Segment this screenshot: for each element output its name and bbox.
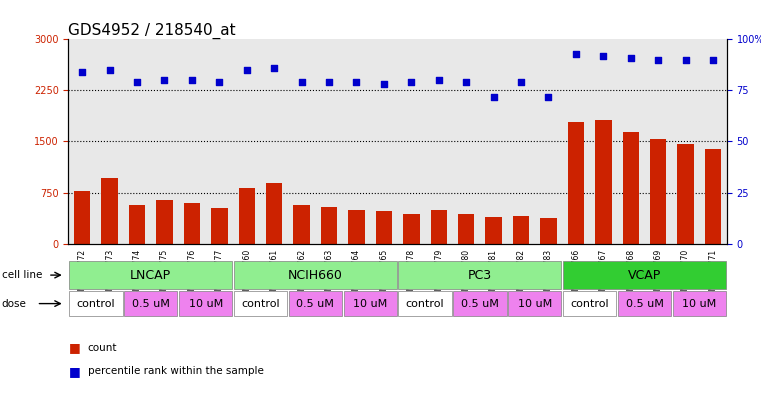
Text: PC3: PC3	[468, 268, 492, 282]
Point	[158, 77, 170, 83]
Point	[597, 53, 610, 59]
Text: 0.5 uM: 0.5 uM	[296, 299, 334, 309]
Text: percentile rank within the sample: percentile rank within the sample	[88, 366, 263, 376]
Bar	[403, 214, 419, 244]
Bar	[705, 149, 721, 244]
Bar	[321, 207, 337, 244]
Point	[433, 77, 445, 83]
Text: control: control	[77, 299, 115, 309]
Text: 10 uM: 10 uM	[517, 299, 552, 309]
Bar	[156, 200, 173, 244]
Text: control: control	[570, 299, 609, 309]
Text: 10 uM: 10 uM	[682, 299, 716, 309]
Point	[131, 79, 143, 85]
Text: 0.5 uM: 0.5 uM	[132, 299, 170, 309]
Bar	[238, 188, 255, 244]
Text: control: control	[241, 299, 280, 309]
Bar	[294, 205, 310, 244]
Bar	[129, 205, 145, 244]
Point	[652, 57, 664, 63]
Point	[295, 79, 307, 85]
Text: 10 uM: 10 uM	[189, 299, 223, 309]
Text: cell line: cell line	[2, 270, 42, 280]
Point	[268, 65, 280, 71]
Text: NCIH660: NCIH660	[288, 268, 342, 282]
Bar	[595, 120, 612, 244]
Point	[406, 79, 418, 85]
Text: count: count	[88, 343, 117, 353]
Point	[323, 79, 335, 85]
Bar	[376, 211, 392, 244]
Bar	[568, 122, 584, 244]
Bar	[183, 203, 200, 244]
Point	[186, 77, 198, 83]
Bar	[431, 209, 447, 244]
Bar	[486, 217, 501, 244]
Text: GDS4952 / 218540_at: GDS4952 / 218540_at	[68, 23, 236, 39]
Text: ■: ■	[68, 341, 80, 354]
Point	[350, 79, 362, 85]
Bar	[458, 214, 474, 244]
Point	[76, 69, 88, 75]
Point	[543, 94, 555, 100]
Bar	[513, 216, 530, 244]
Point	[103, 67, 116, 73]
Text: dose: dose	[2, 299, 27, 309]
Bar	[677, 143, 694, 244]
Point	[707, 57, 719, 63]
Bar	[211, 208, 228, 244]
Bar	[349, 210, 365, 244]
Text: 0.5 uM: 0.5 uM	[626, 299, 664, 309]
Bar	[266, 183, 282, 244]
Point	[515, 79, 527, 85]
Text: 0.5 uM: 0.5 uM	[461, 299, 499, 309]
Point	[213, 79, 225, 85]
Bar	[540, 219, 557, 244]
Point	[488, 94, 500, 100]
Text: ■: ■	[68, 365, 80, 378]
Text: LNCAP: LNCAP	[130, 268, 171, 282]
Point	[625, 55, 637, 61]
Point	[377, 81, 390, 87]
Bar	[101, 178, 118, 244]
Bar	[622, 132, 639, 244]
Text: VCAP: VCAP	[628, 268, 661, 282]
Point	[460, 79, 473, 85]
Point	[680, 57, 692, 63]
Point	[570, 50, 582, 57]
Bar	[650, 140, 667, 244]
Bar	[74, 191, 91, 244]
Point	[240, 67, 253, 73]
Text: 10 uM: 10 uM	[353, 299, 387, 309]
Text: control: control	[406, 299, 444, 309]
